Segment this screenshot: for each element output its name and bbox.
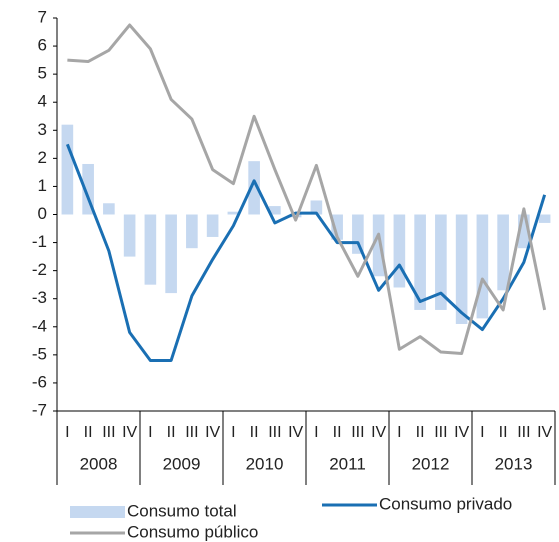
x-tick-label: IV (537, 424, 552, 441)
x-tick-label: IV (205, 424, 220, 441)
y-tick-label: -5 (32, 344, 47, 363)
y-tick-label: -7 (32, 400, 47, 419)
x-tick-label: II (416, 424, 425, 441)
x-tick-label: II (167, 424, 176, 441)
x-tick-label: II (333, 424, 342, 441)
group-label: 2010 (246, 454, 284, 473)
bar (476, 214, 489, 319)
group-label: 2011 (329, 454, 366, 473)
bar (248, 161, 260, 215)
y-tick-label: -2 (32, 260, 47, 279)
y-tick-label: 1 (38, 176, 47, 195)
x-tick-label: III (185, 424, 198, 441)
x-tick-label: I (65, 424, 69, 441)
bar (144, 214, 157, 285)
group-label: 2008 (80, 454, 118, 473)
bar (310, 200, 323, 215)
x-tick-label: I (397, 424, 401, 441)
bar (518, 214, 530, 249)
x-tick-label: II (84, 424, 93, 441)
line (65, 143, 547, 362)
y-tick-label: 3 (38, 120, 47, 139)
bar (206, 214, 219, 237)
bar (165, 214, 177, 294)
x-tick-label: IV (122, 424, 137, 441)
y-tick-label: 5 (38, 64, 47, 83)
y-tick-label: 7 (38, 7, 47, 26)
bar (61, 124, 74, 215)
x-tick-label: III (517, 424, 530, 441)
x-tick-label: IV (371, 424, 386, 441)
bar (393, 214, 406, 288)
legend-label: Consumo público (127, 522, 258, 541)
group-label: 2013 (495, 454, 533, 473)
bar (435, 214, 447, 310)
y-tick-label: -4 (32, 316, 47, 335)
bar (82, 163, 94, 215)
legend-swatch (70, 506, 125, 518)
bar (372, 214, 385, 277)
bar (352, 214, 364, 254)
x-tick-label: I (231, 424, 235, 441)
bar (414, 214, 426, 310)
y-tick-label: 6 (38, 36, 47, 55)
y-tick-label: -1 (32, 232, 47, 251)
x-tick-label: III (434, 424, 447, 441)
x-tick-label: I (314, 424, 318, 441)
y-tick-label: 4 (38, 92, 47, 111)
x-tick-label: I (480, 424, 484, 441)
x-tick-label: II (499, 424, 508, 441)
bar (103, 203, 115, 215)
bar (269, 206, 281, 215)
x-tick-label: I (148, 424, 152, 441)
x-tick-label: III (351, 424, 364, 441)
y-tick-label: -6 (32, 372, 47, 391)
x-tick-label: IV (454, 424, 469, 441)
legend-label: Consumo total (127, 501, 237, 520)
y-tick-label: 2 (38, 148, 47, 167)
line (67, 23, 547, 355)
y-tick-label: -3 (32, 288, 47, 307)
bar (497, 214, 509, 291)
bar (538, 214, 551, 223)
bar (186, 214, 198, 249)
legend-label: Consumo privado (379, 494, 512, 513)
x-tick-label: III (102, 424, 115, 441)
bar (123, 214, 136, 257)
group-label: 2012 (412, 454, 450, 473)
x-tick-label: III (268, 424, 281, 441)
y-tick-label: 0 (38, 204, 47, 223)
bar (331, 214, 343, 240)
bar (227, 211, 240, 215)
x-tick-label: II (250, 424, 259, 441)
group-label: 2009 (163, 454, 201, 473)
bar (455, 214, 468, 324)
x-tick-label: IV (288, 424, 303, 441)
